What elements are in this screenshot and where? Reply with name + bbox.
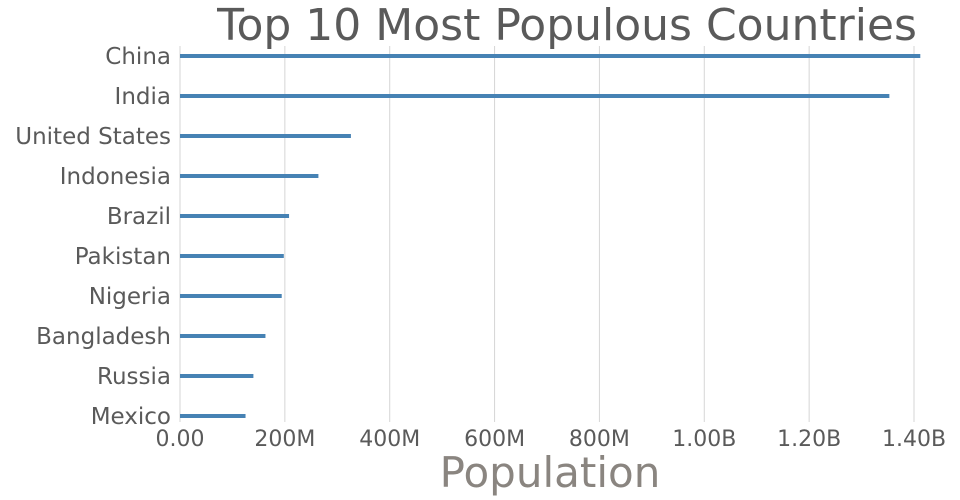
y-tick-label: Pakistan bbox=[75, 244, 171, 270]
y-tick-label: Russia bbox=[97, 364, 171, 390]
y-tick-label: Indonesia bbox=[60, 164, 171, 190]
y-axis-ticks: China India United States Indonesia Brazil Pa… bbox=[15, 44, 171, 430]
x-tick-label: 1.40B bbox=[882, 427, 946, 452]
chart-title: Top 10 Most Populous Countries bbox=[216, 0, 917, 51]
y-tick-label: Nigeria bbox=[89, 284, 171, 310]
y-tick-label: Mexico bbox=[91, 404, 171, 430]
bars bbox=[180, 54, 921, 418]
y-tick-label: Bangladesh bbox=[36, 324, 171, 350]
gridlines bbox=[179, 46, 915, 422]
x-tick-label: 400M bbox=[359, 427, 420, 452]
y-tick-label: China bbox=[105, 44, 171, 70]
y-tick-label: United States bbox=[15, 124, 171, 150]
x-tick-label: 200M bbox=[254, 427, 315, 452]
x-tick-label: 1.00B bbox=[672, 427, 736, 452]
x-tick-label: 0.00 bbox=[156, 427, 205, 452]
y-tick-label: Brazil bbox=[107, 204, 171, 230]
y-tick-label: India bbox=[115, 84, 171, 110]
x-tick-label: 800M bbox=[569, 427, 630, 452]
x-axis-label: Population bbox=[440, 448, 661, 497]
x-tick-label: 600M bbox=[464, 427, 525, 452]
x-tick-label: 1.20B bbox=[777, 427, 841, 452]
x-axis-ticks: 0.00 200M 400M 600M 800M 1.00B 1.20B 1.40B bbox=[156, 427, 947, 452]
